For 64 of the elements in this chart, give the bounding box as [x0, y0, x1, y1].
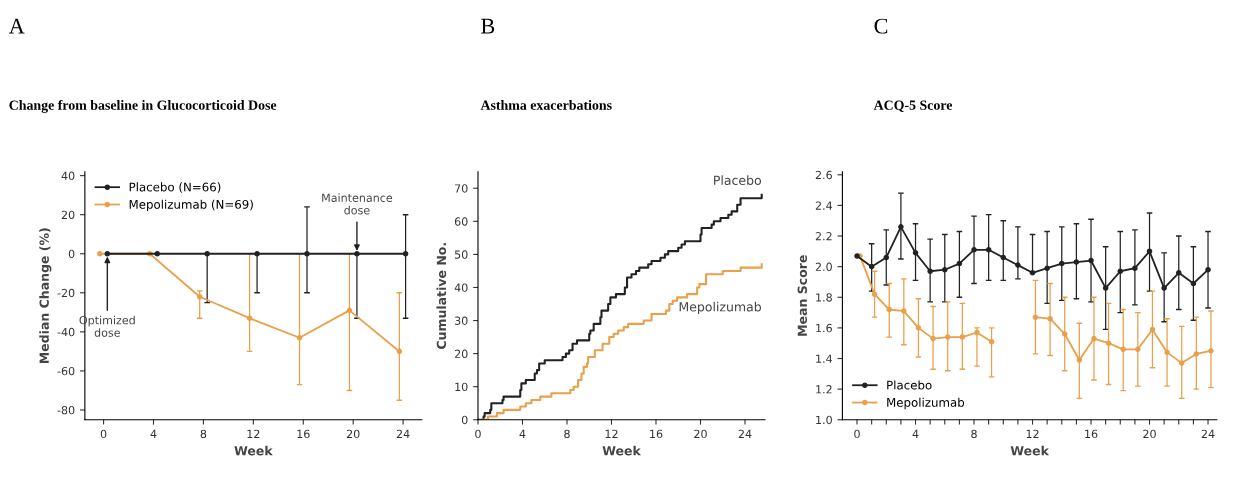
y-tick-label: 2.2	[815, 232, 832, 241]
x-tick-label: 20	[1143, 429, 1156, 439]
chart-title: Asthma exacerbations	[480, 100, 612, 110]
x-tick-label: 8	[971, 429, 977, 439]
x-tick-label: 4	[519, 429, 526, 438]
chart-subtitle: B	[481, 18, 495, 34]
x-tick-label: 20	[346, 429, 360, 439]
y-tick-label: 70	[455, 184, 468, 193]
y-tick-label: 1.2	[816, 385, 832, 394]
x-tick-label: 12	[247, 429, 260, 438]
x-tick-label: 12	[605, 429, 618, 438]
series-label: Mepolizumab	[679, 301, 761, 314]
y-tick-label: 10	[455, 382, 468, 392]
x-axis-title: Week	[1010, 445, 1050, 456]
x-tick-label: 16	[650, 429, 663, 439]
y-tick-label: -40	[57, 327, 75, 337]
y-tick-label: 2.0	[815, 262, 832, 272]
x-tick-label: 16	[1085, 429, 1098, 439]
y-tick-label: 1.6	[816, 323, 832, 333]
y-tick-label: 30	[454, 316, 468, 325]
y-tick-label: 40	[61, 171, 75, 181]
y-axis-title: Mean Score	[797, 255, 808, 336]
y-tick-label: 40	[454, 283, 468, 292]
x-tick-label: 24	[738, 429, 752, 438]
legend-label: Mepolizumab	[887, 397, 965, 410]
y-tick-label: 1.4	[816, 354, 833, 363]
y-tick-label: 1.8	[816, 293, 832, 302]
x-axis-title: Week	[602, 445, 642, 456]
annotation: Maintenance dose	[322, 193, 393, 215]
y-axis-title: Median Change (%)	[39, 228, 52, 364]
y-tick-label: 0	[68, 249, 75, 259]
x-tick-label: 0	[100, 429, 107, 439]
x-tick-label: 8	[200, 429, 207, 439]
x-tick-label: 12	[1026, 429, 1039, 438]
x-tick-label: 24	[1201, 429, 1215, 438]
legend-label: Mepolizumab (N=69)	[129, 199, 253, 212]
y-tick-label: 20	[61, 210, 75, 220]
y-tick-label: 50	[454, 250, 468, 259]
y-tick-label: -60	[57, 366, 75, 376]
chart-title: ACQ-5 Score	[873, 100, 953, 112]
legend-label: Placebo	[887, 380, 932, 390]
y-tick-label: -20	[57, 288, 75, 298]
y-tick-label: 20	[454, 349, 468, 358]
y-tick-label: 60	[454, 217, 468, 226]
y-tick-label: 0	[461, 415, 468, 425]
y-axis-title: Cumulative No.	[436, 243, 447, 349]
x-tick-label: 4	[912, 429, 919, 438]
y-tick-label: -80	[57, 405, 75, 415]
x-tick-label: 0	[475, 429, 481, 439]
chart-subtitle: A	[8, 18, 25, 34]
legend-label: Placebo (N=66)	[129, 182, 221, 193]
x-tick-label: 20	[694, 429, 707, 439]
x-tick-label: 8	[564, 429, 570, 439]
x-tick-label: 24	[396, 429, 410, 438]
series-label: Placebo	[714, 175, 761, 186]
x-axis-title: Week	[234, 445, 273, 456]
chart-subtitle: C	[874, 18, 888, 34]
x-tick-label: 16	[297, 429, 310, 439]
y-tick-label: 1.0	[816, 415, 832, 425]
y-tick-label: 2.4	[815, 201, 833, 210]
x-tick-label: 0	[854, 429, 860, 439]
y-tick-label: 2.6	[815, 170, 832, 180]
chart-title: Change from baseline in Glucocorticoid Dose	[9, 99, 277, 113]
x-tick-label: 4	[150, 429, 157, 438]
